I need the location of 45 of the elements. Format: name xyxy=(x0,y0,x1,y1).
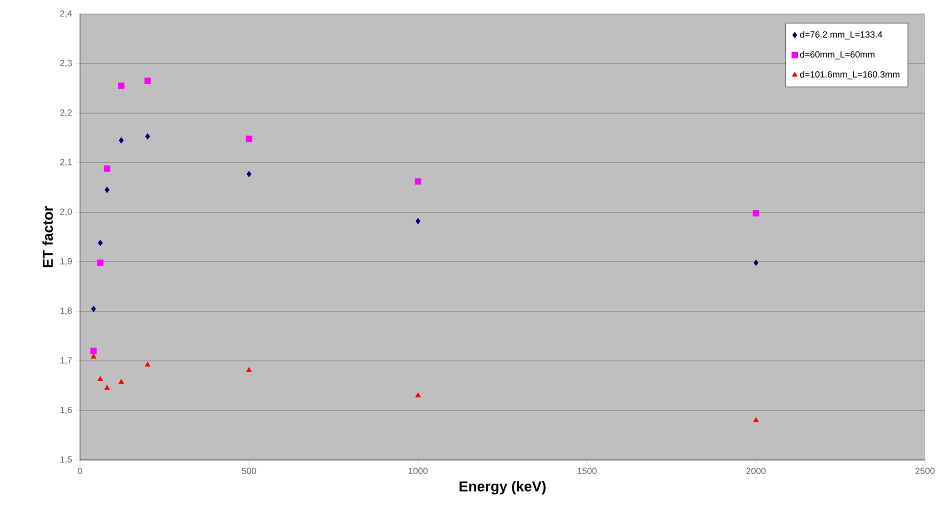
y-tick-label: 1,6 xyxy=(60,406,72,414)
y-axis-title: ET factor xyxy=(42,206,53,268)
x-tick-label: 2000 xyxy=(746,468,766,474)
point xyxy=(98,240,103,246)
point xyxy=(752,210,760,216)
x-tick-label: 2500 xyxy=(915,468,935,474)
point xyxy=(414,178,422,185)
y-tick-label: 2,4 xyxy=(60,10,72,18)
point xyxy=(118,82,124,90)
point xyxy=(91,306,96,312)
point xyxy=(144,362,150,367)
x-axis-title: Energy (keV) xyxy=(460,480,546,494)
point xyxy=(416,218,420,224)
x-tick-label: 1500 xyxy=(578,468,597,474)
point xyxy=(118,137,124,144)
y-tick-label: 1,8 xyxy=(60,308,72,316)
x-tick-label: 1000 xyxy=(408,468,428,474)
point xyxy=(104,384,110,390)
point xyxy=(90,354,96,359)
y-tick-label: 1,5 xyxy=(60,456,72,464)
y-tick-label: 2,2 xyxy=(60,109,72,117)
point xyxy=(415,392,421,398)
legend-label: d=101.6mm_L=160.3mm xyxy=(800,70,900,80)
point xyxy=(90,348,97,354)
point xyxy=(144,78,151,84)
y-tick-label: 2,3 xyxy=(60,60,72,68)
point xyxy=(97,260,104,266)
point xyxy=(145,133,150,140)
y-tick-label: 2,0 xyxy=(60,208,72,216)
y-tick-label: 2,1 xyxy=(60,158,72,166)
y-tick-label: 1,9 xyxy=(60,258,72,266)
y-tick-label: 1,7 xyxy=(60,357,72,365)
point xyxy=(246,367,252,372)
legend-label: d=76.2 mm_L=133.4 xyxy=(800,31,882,40)
point xyxy=(98,376,104,381)
point xyxy=(754,260,758,266)
point xyxy=(104,186,110,194)
point xyxy=(246,136,252,142)
point xyxy=(104,165,110,172)
point xyxy=(118,379,124,384)
point xyxy=(753,417,759,422)
x-tick-label: 500 xyxy=(242,468,256,474)
legend-label: d=60mm_L=60mm xyxy=(800,51,874,60)
point xyxy=(246,170,252,178)
x-tick-label: 0 xyxy=(78,468,82,474)
